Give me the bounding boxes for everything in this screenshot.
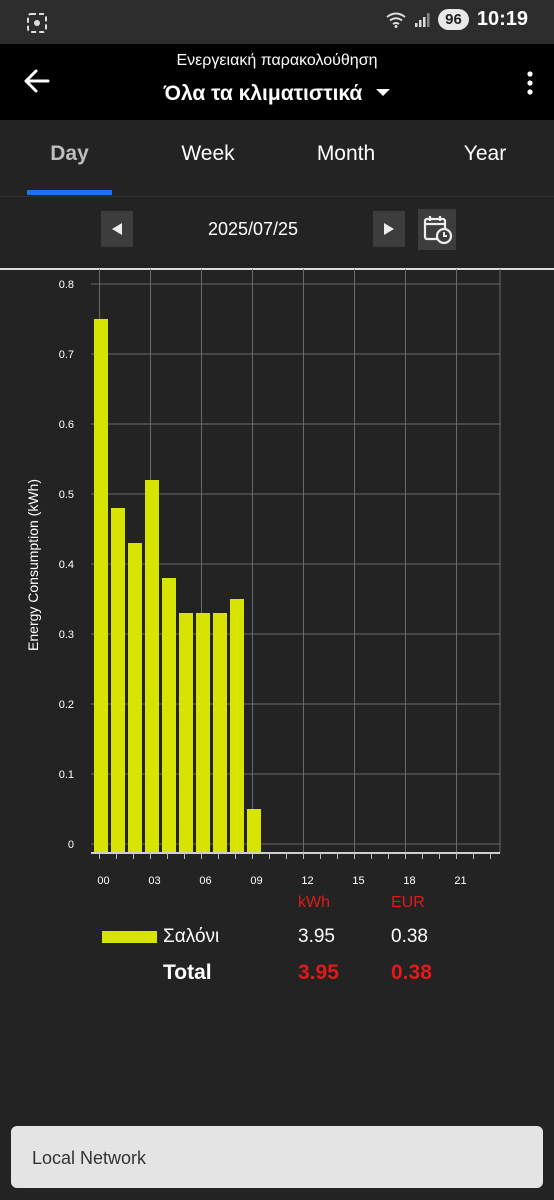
- legend-series-eur: 0.38: [391, 926, 428, 947]
- x-tick-label: 12: [301, 875, 313, 887]
- x-tick-label: 09: [250, 875, 262, 887]
- calendar-clock-icon: [423, 216, 453, 245]
- unit-kwh-label: kWh: [298, 894, 330, 911]
- previous-date-button[interactable]: [101, 211, 133, 247]
- x-tick-label: 00: [97, 875, 109, 887]
- bar: [196, 613, 210, 853]
- x-tick-label: 15: [352, 875, 364, 887]
- app-subtitle: Ενεργειακή παρακολούθηση: [176, 52, 378, 69]
- y-tick-label: 0.5: [59, 489, 74, 501]
- tab-week[interactable]: Week: [181, 142, 235, 165]
- local-network-panel[interactable]: Local Network: [11, 1126, 543, 1188]
- page-title: Όλα τα κλιματιστικά: [163, 82, 363, 105]
- bar: [247, 809, 261, 853]
- chart-top-border: [0, 268, 554, 270]
- y-tick-label: 0: [68, 839, 74, 851]
- period-tabs: Day Week Month Year: [0, 120, 554, 196]
- bar: [230, 599, 244, 853]
- caret-down-icon: [376, 88, 391, 96]
- x-tick-label: 21: [454, 875, 466, 887]
- legend-series-name: Σαλόνι: [163, 926, 220, 947]
- bar: [128, 543, 142, 853]
- screenshot-icon: [27, 13, 47, 33]
- chart-bars: [94, 319, 261, 853]
- tab-indicator: [27, 190, 112, 195]
- tab-month[interactable]: Month: [316, 142, 376, 165]
- more-vert-icon[interactable]: [526, 70, 534, 96]
- tab-day[interactable]: Day: [50, 142, 89, 165]
- bar: [162, 578, 176, 853]
- battery-badge: 96: [438, 9, 469, 30]
- legend-swatch: [102, 931, 157, 943]
- energy-bar-chart: 0 0.1 0.2 0.3 0.4 0.5 0.6 0.7 0.8 00 03 06 09 12 15 18 2…: [25, 269, 501, 887]
- x-tick-label: 06: [199, 875, 211, 887]
- device-selector[interactable]: Όλα τα κλιματιστικά: [0, 82, 554, 106]
- local-network-label: Local Network: [32, 1148, 147, 1168]
- y-tick-label: 0.1: [59, 769, 74, 781]
- wifi-icon: [386, 12, 406, 28]
- status-indicators: 96 10:19: [386, 8, 528, 31]
- app-bar: Ενεργειακή παρακολούθηση Όλα τα κλιματισ…: [0, 44, 554, 120]
- y-tick-label: 0.2: [59, 699, 74, 711]
- legend-series-kwh: 3.95: [298, 926, 335, 947]
- back-arrow-icon[interactable]: [22, 66, 52, 96]
- unit-eur-label: EUR: [391, 894, 425, 911]
- signal-icon: [415, 12, 430, 27]
- next-date-button[interactable]: [373, 211, 405, 247]
- current-date: 2025/07/25: [207, 219, 299, 239]
- triangle-left-icon: [112, 223, 122, 235]
- bar: [94, 319, 108, 853]
- y-tick-label: 0.8: [59, 279, 74, 291]
- x-tick-label: 03: [148, 875, 160, 887]
- bar: [111, 508, 125, 853]
- y-axis-label: Energy Consumption (kWh): [25, 479, 41, 651]
- clock: 10:19: [476, 8, 528, 30]
- total-eur: 0.38: [391, 961, 432, 984]
- y-tick-label: 0.7: [59, 349, 74, 361]
- y-tick-label: 0.3: [59, 629, 74, 641]
- tab-year[interactable]: Year: [463, 142, 507, 165]
- triangle-right-icon: [384, 223, 394, 235]
- bar: [145, 480, 159, 853]
- y-tick-label: 0.6: [59, 419, 74, 431]
- y-tick-label: 0.4: [59, 559, 74, 571]
- calendar-button[interactable]: [418, 209, 456, 250]
- total-kwh: 3.95: [298, 961, 339, 984]
- x-tick-label: 18: [403, 875, 415, 887]
- tabs-divider: [0, 196, 554, 197]
- bar: [213, 613, 227, 853]
- chart-grid: [91, 269, 501, 853]
- chart-axes: 0 0.1 0.2 0.3 0.4 0.5 0.6 0.7 0.8 00 03 06 09 12 15 18 2…: [59, 279, 500, 887]
- status-bar: 96 10:19: [0, 0, 554, 44]
- total-label: Total: [163, 961, 212, 984]
- bar: [179, 613, 193, 853]
